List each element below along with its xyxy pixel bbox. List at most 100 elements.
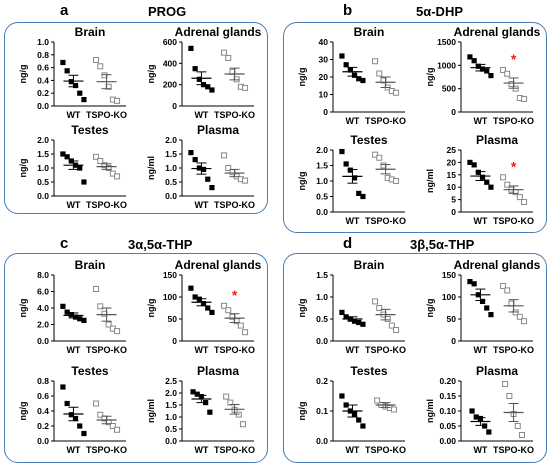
brain-title: Brain — [75, 258, 106, 272]
y-tick-label: 2.0 — [37, 135, 49, 145]
x-tick-label: WT — [66, 200, 80, 210]
x-tick-label: WT — [473, 345, 487, 355]
testes-title: Testes — [350, 133, 387, 147]
wt-point — [343, 62, 349, 68]
x-tick-label: WT — [194, 445, 208, 455]
ko-point — [225, 55, 232, 61]
ko-point — [393, 89, 400, 96]
wt-point — [356, 190, 362, 196]
testes-title: Testes — [71, 364, 108, 378]
wt-point — [188, 285, 194, 291]
y-tick-label: 2.0 — [165, 135, 177, 145]
y-tick-label: 0.8 — [37, 50, 49, 60]
ko-point — [221, 152, 228, 159]
wt-point — [190, 389, 196, 395]
x-tick-label: TSPO-KO — [493, 216, 534, 226]
wt-point — [360, 77, 366, 84]
x-tick-label: WT — [66, 110, 80, 120]
ko-point — [516, 194, 523, 201]
y-tick-label: 0.8 — [37, 376, 49, 386]
y-axis-label: ng/g — [146, 65, 156, 84]
y-tick-label: 0 — [323, 107, 328, 117]
y-axis-label: ng/ml — [146, 156, 156, 180]
ko-point — [376, 305, 383, 311]
y-tick-label: 15 — [447, 170, 457, 180]
wt-point — [482, 423, 488, 429]
subplot-b-4: Plasma 0 5 10 15 20 25 ng/ml WT TSPO-KO * — [425, 133, 534, 226]
y-tick-label: 1.0 — [316, 292, 328, 302]
ko-point — [237, 322, 244, 329]
panel-a — [4, 22, 268, 214]
adrenal-glands-title: Adrenal glands — [454, 25, 541, 39]
ko-point — [109, 423, 116, 429]
ko-point — [114, 328, 121, 335]
ko-point — [225, 307, 232, 314]
x-tick-label: TSPO-KO — [365, 445, 406, 455]
x-tick-label: WT — [66, 445, 80, 455]
panel-c-title: 3α,5α-THP — [128, 237, 193, 252]
y-tick-label: 0.0 — [37, 336, 49, 346]
y-tick-label: 1.5 — [37, 149, 49, 159]
subplot-c-2: Adrenal glands 0 50 100 150 ng/g WT TSPO-KO * — [146, 258, 262, 355]
y-axis-label: ng/g — [18, 299, 28, 318]
wt-point — [471, 58, 477, 64]
ko-point — [114, 426, 121, 433]
wt-point — [473, 414, 479, 420]
ko-point — [376, 154, 383, 161]
y-tick-label: 1.0 — [37, 37, 49, 47]
subplot-b-2: Adrenal glands 0 500 1000 1500 ng/g WT TSPO-KO * — [425, 25, 541, 126]
wt-point — [360, 423, 366, 429]
x-tick-label: TSPO-KO — [214, 345, 255, 355]
ko-point — [521, 95, 528, 102]
y-tick-label: 2.0 — [37, 320, 49, 330]
x-tick-label: TSPO-KO — [493, 345, 534, 355]
ko-point — [504, 70, 511, 77]
wt-point — [488, 184, 494, 190]
x-tick-label: WT — [473, 116, 487, 126]
y-tick-label: 0.4 — [37, 406, 49, 416]
y-tick-label: 0.0 — [37, 191, 49, 201]
y-tick-label: 2.5 — [165, 376, 177, 386]
ko-point — [518, 432, 525, 438]
subplot-a-1: Brain 0.0 0.2 0.4 0.6 0.8 1.0 ng/g WT TSPO-KO — [18, 25, 127, 120]
y-tick-label: 1.5 — [316, 161, 328, 171]
y-tick-label: 0.5 — [165, 424, 177, 434]
y-tick-label: 10 — [447, 182, 457, 192]
wt-point — [488, 312, 494, 318]
y-tick-label: 0.10 — [439, 406, 456, 416]
y-tick-label: 1.0 — [165, 412, 177, 422]
wt-point — [467, 279, 473, 285]
y-axis-label: ng/ml — [146, 399, 156, 423]
subplot-d-4: Plasma 0.00 0.05 0.10 0.15 0.20 ng/ml WT TSPO-KO — [425, 364, 534, 455]
panel-b — [283, 22, 547, 233]
y-tick-label: 1.0 — [37, 163, 49, 173]
wt-point — [68, 312, 74, 318]
wt-point — [471, 162, 477, 168]
ko-point — [500, 67, 507, 73]
x-tick-label: WT — [473, 445, 487, 455]
ko-point — [225, 165, 232, 171]
y-tick-label: 0.15 — [439, 391, 456, 401]
y-axis-label: ng/g — [297, 172, 307, 191]
ko-point — [504, 181, 511, 188]
wt-point — [81, 179, 87, 185]
plasma-title: Plasma — [476, 133, 518, 147]
wt-point — [200, 166, 207, 172]
subplot-c-4: Plasma 0.0 0.5 1.0 1.5 2.0 2.5 ng/ml WT TSPO-KO — [146, 364, 255, 455]
y-tick-label: 0.0 — [37, 436, 49, 446]
ko-point — [242, 329, 249, 336]
y-tick-label: 6.0 — [37, 287, 49, 297]
wt-point — [194, 391, 200, 397]
wt-point — [196, 76, 202, 82]
y-tick-label: 30 — [319, 55, 329, 65]
ko-point — [97, 303, 104, 310]
y-tick-label: 200 — [163, 80, 177, 90]
wt-point — [484, 305, 490, 311]
wt-point — [209, 309, 215, 315]
ko-point — [374, 397, 381, 404]
y-tick-label: 150 — [442, 270, 456, 280]
wt-point — [343, 161, 349, 167]
ko-point — [390, 406, 397, 413]
y-tick-label: 20 — [319, 72, 329, 82]
